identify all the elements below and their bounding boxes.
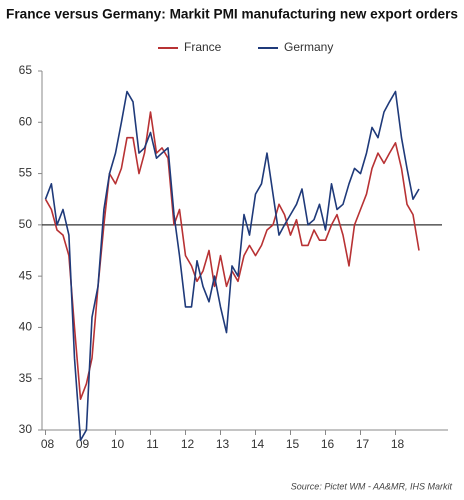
y-tick-label: 45 <box>19 268 33 282</box>
y-tick-label: 60 <box>19 114 33 128</box>
legend-label: France <box>184 40 222 54</box>
y-tick-label: 50 <box>19 217 33 231</box>
x-tick-label: 14 <box>251 437 265 451</box>
y-tick-label: 65 <box>19 63 33 77</box>
x-tick-label: 17 <box>356 437 370 451</box>
x-tick-label: 12 <box>181 437 195 451</box>
chart-title: France versus Germany: Markit PMI manufa… <box>6 6 458 22</box>
legend-label: Germany <box>284 40 333 54</box>
x-tick-label: 13 <box>216 437 230 451</box>
y-tick-label: 40 <box>19 320 33 334</box>
x-tick-label: 08 <box>41 437 55 451</box>
source: Source: Pictet WM - AA&MR, IHS Markit <box>291 481 453 491</box>
series-line <box>44 111 420 400</box>
x-tick-label: 18 <box>391 437 405 451</box>
x-tick-label: 09 <box>76 437 90 451</box>
y-tick-label: 55 <box>19 166 33 180</box>
x-tick-label: 11 <box>146 437 159 451</box>
series-line <box>44 90 420 442</box>
x-tick-label: 10 <box>111 437 125 451</box>
x-tick-label: 15 <box>286 437 300 451</box>
y-tick-label: 30 <box>19 422 33 436</box>
x-tick-label: 16 <box>321 437 335 451</box>
y-tick-label: 35 <box>19 371 33 385</box>
